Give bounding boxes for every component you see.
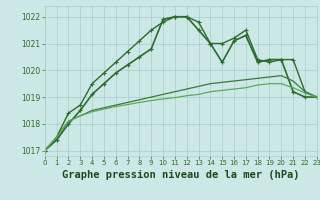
X-axis label: Graphe pression niveau de la mer (hPa): Graphe pression niveau de la mer (hPa) bbox=[62, 170, 300, 180]
